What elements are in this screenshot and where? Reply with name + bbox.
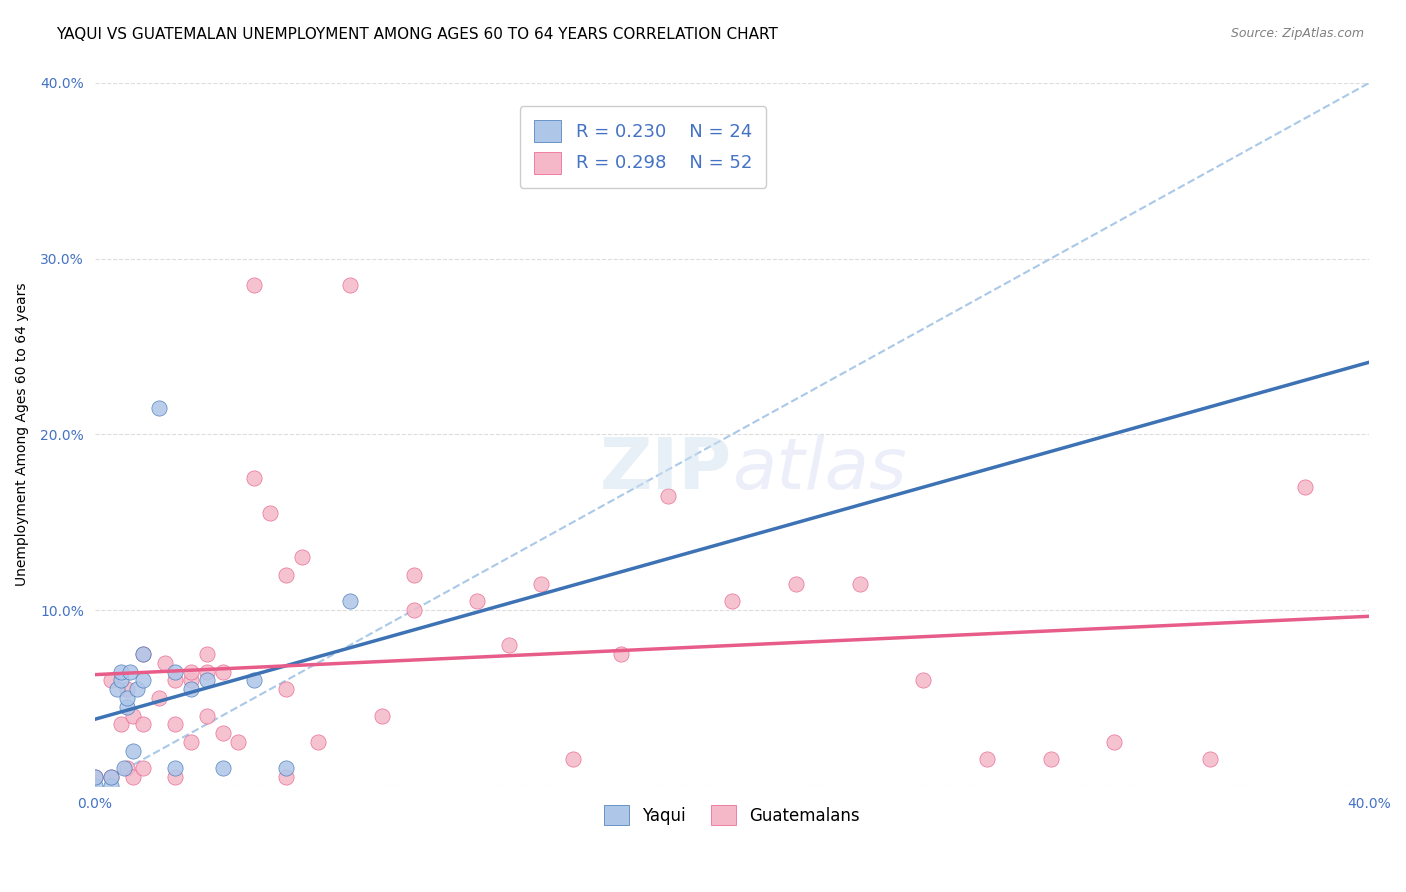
Point — [498, 638, 520, 652]
Point — [465, 594, 488, 608]
Point — [1104, 735, 1126, 749]
Point — [912, 673, 935, 688]
Point — [110, 665, 132, 679]
Text: YAQUI VS GUATEMALAN UNEMPLOYMENT AMONG AGES 60 TO 64 YEARS CORRELATION CHART: YAQUI VS GUATEMALAN UNEMPLOYMENT AMONG A… — [56, 27, 778, 42]
Point — [195, 708, 218, 723]
Point — [122, 708, 145, 723]
Point — [148, 401, 170, 415]
Point — [163, 717, 186, 731]
Point — [132, 647, 155, 661]
Point — [307, 735, 329, 749]
Point — [115, 682, 138, 697]
Point — [211, 761, 233, 775]
Point — [110, 673, 132, 688]
Point — [848, 576, 870, 591]
Point — [100, 770, 122, 784]
Point — [120, 665, 142, 679]
Point — [530, 576, 553, 591]
Point — [291, 550, 314, 565]
Point — [195, 665, 218, 679]
Point — [122, 744, 145, 758]
Point — [211, 665, 233, 679]
Point — [976, 752, 998, 766]
Point — [276, 568, 298, 582]
Point — [259, 507, 281, 521]
Point — [163, 665, 186, 679]
Point — [122, 770, 145, 784]
Point — [84, 779, 107, 793]
Text: atlas: atlas — [733, 435, 907, 504]
Point — [243, 471, 266, 485]
Point — [243, 673, 266, 688]
Point — [1039, 752, 1062, 766]
Point — [84, 770, 107, 784]
Point — [1294, 480, 1316, 494]
Text: Source: ZipAtlas.com: Source: ZipAtlas.com — [1230, 27, 1364, 40]
Point — [339, 278, 361, 293]
Point — [402, 568, 425, 582]
Point — [115, 699, 138, 714]
Point — [100, 673, 122, 688]
Point — [657, 489, 679, 503]
Point — [609, 647, 631, 661]
Point — [561, 752, 583, 766]
Point — [132, 717, 155, 731]
Point — [276, 761, 298, 775]
Point — [100, 770, 122, 784]
Point — [163, 673, 186, 688]
Point — [112, 761, 135, 775]
Point — [115, 690, 138, 705]
Point — [228, 735, 250, 749]
Point — [110, 717, 132, 731]
Point — [132, 673, 155, 688]
Point — [105, 682, 128, 697]
Point — [276, 682, 298, 697]
Point — [180, 673, 202, 688]
Point — [163, 761, 186, 775]
Point — [180, 682, 202, 697]
Point — [785, 576, 807, 591]
Point — [276, 770, 298, 784]
Point — [339, 594, 361, 608]
Text: ZIP: ZIP — [600, 435, 733, 504]
Point — [153, 656, 176, 670]
Point — [243, 278, 266, 293]
Point — [195, 673, 218, 688]
Point — [163, 770, 186, 784]
Point — [132, 761, 155, 775]
Legend: Yaqui, Guatemalans: Yaqui, Guatemalans — [596, 797, 869, 834]
Point — [125, 682, 148, 697]
Point — [211, 726, 233, 740]
Point — [148, 690, 170, 705]
Point — [100, 779, 122, 793]
Point — [180, 735, 202, 749]
Point — [195, 647, 218, 661]
Point — [1199, 752, 1222, 766]
Point — [721, 594, 744, 608]
Point — [180, 665, 202, 679]
Point — [371, 708, 394, 723]
Point — [115, 761, 138, 775]
Point — [132, 647, 155, 661]
Point — [84, 770, 107, 784]
Y-axis label: Unemployment Among Ages 60 to 64 years: Unemployment Among Ages 60 to 64 years — [15, 283, 30, 586]
Point — [402, 603, 425, 617]
